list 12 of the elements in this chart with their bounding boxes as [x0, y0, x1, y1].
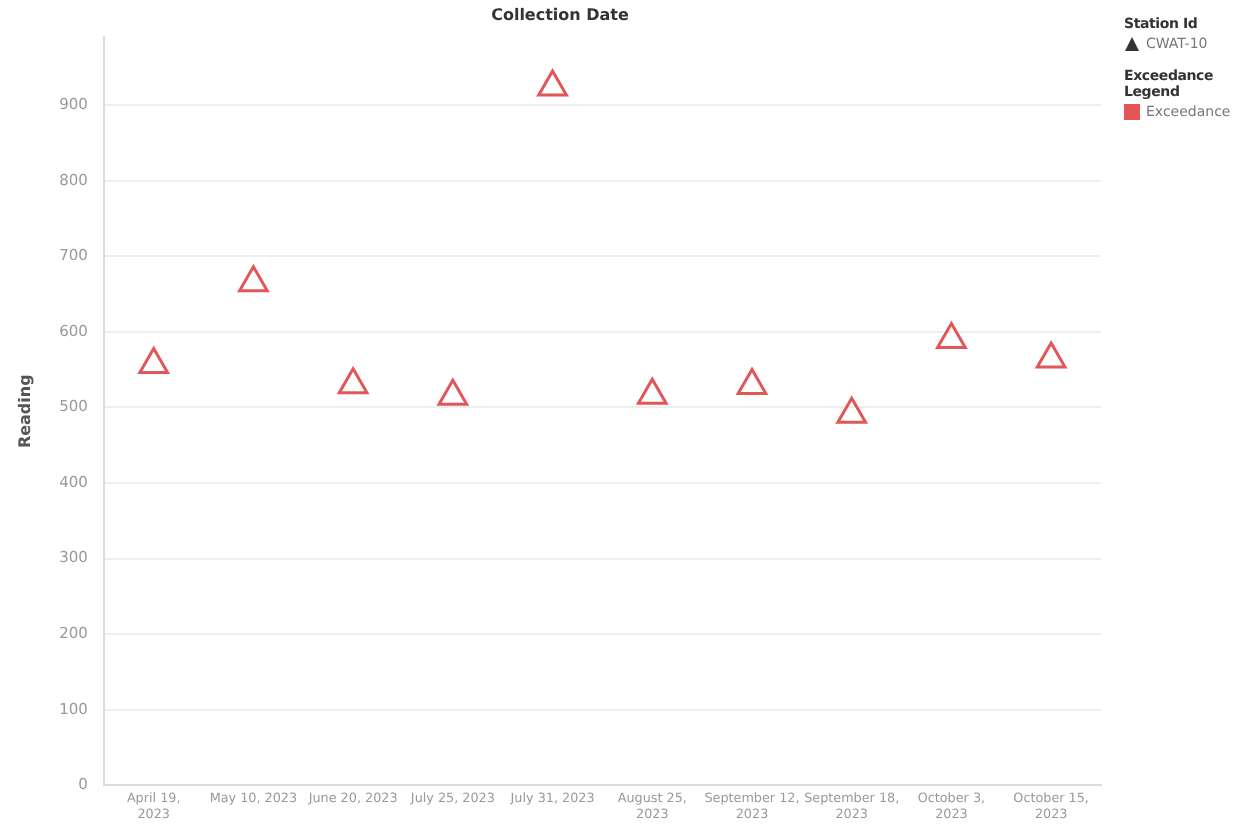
point	[636, 377, 668, 405]
point	[537, 69, 568, 97]
point	[238, 265, 269, 293]
point	[836, 396, 868, 424]
point	[437, 378, 469, 406]
y-axis-title: Reading	[15, 373, 34, 449]
point	[736, 368, 768, 396]
point	[337, 367, 369, 395]
point	[936, 321, 967, 349]
x-axis-title: Collection Date	[491, 5, 630, 24]
point	[1035, 341, 1067, 369]
point	[138, 346, 170, 374]
